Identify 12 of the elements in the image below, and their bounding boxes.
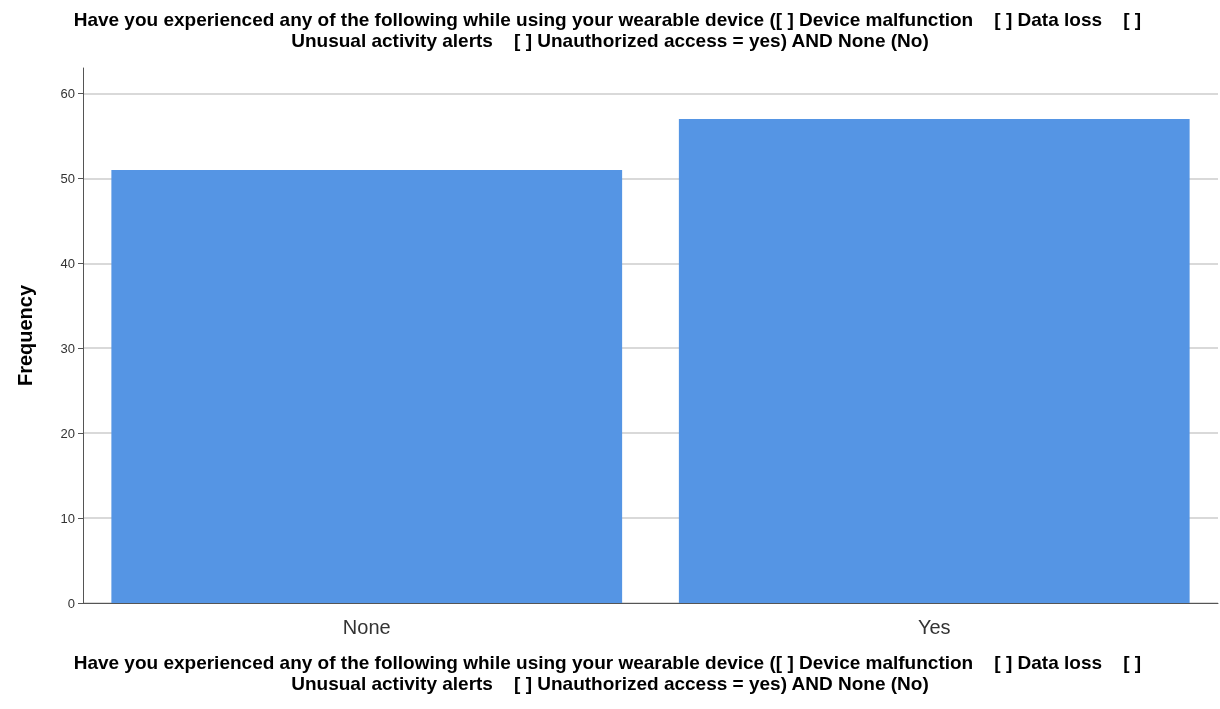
y-tick-label: 20 xyxy=(60,425,75,441)
x-tick-label: Yes xyxy=(917,616,951,638)
y-tick-label: 50 xyxy=(60,170,75,186)
chart-title: Have you experienced any of the following while using your wearable device ([ ] Device malfunction [ ] Data loss [ ] Unusual activity alerts [ ] Unauthorized access = yes) AND None (No) xyxy=(73,9,1147,51)
x-axis-title: Have you experienced any of the following while using your wearable device ([ ] Device malfunction [ ] Data loss [ ] Unusual activity alerts [ ] Unauthorized access = yes) AND None (No) xyxy=(73,652,1147,694)
x-tick-label: None xyxy=(342,616,391,638)
y-tick-label: 60 xyxy=(60,85,75,101)
y-tick-label: 10 xyxy=(60,510,75,526)
y-tick-label: 0 xyxy=(67,595,75,611)
y-tick-label: 30 xyxy=(60,340,75,356)
y-axis-title: Frequency xyxy=(14,284,36,387)
y-tick-label: 40 xyxy=(60,255,75,271)
